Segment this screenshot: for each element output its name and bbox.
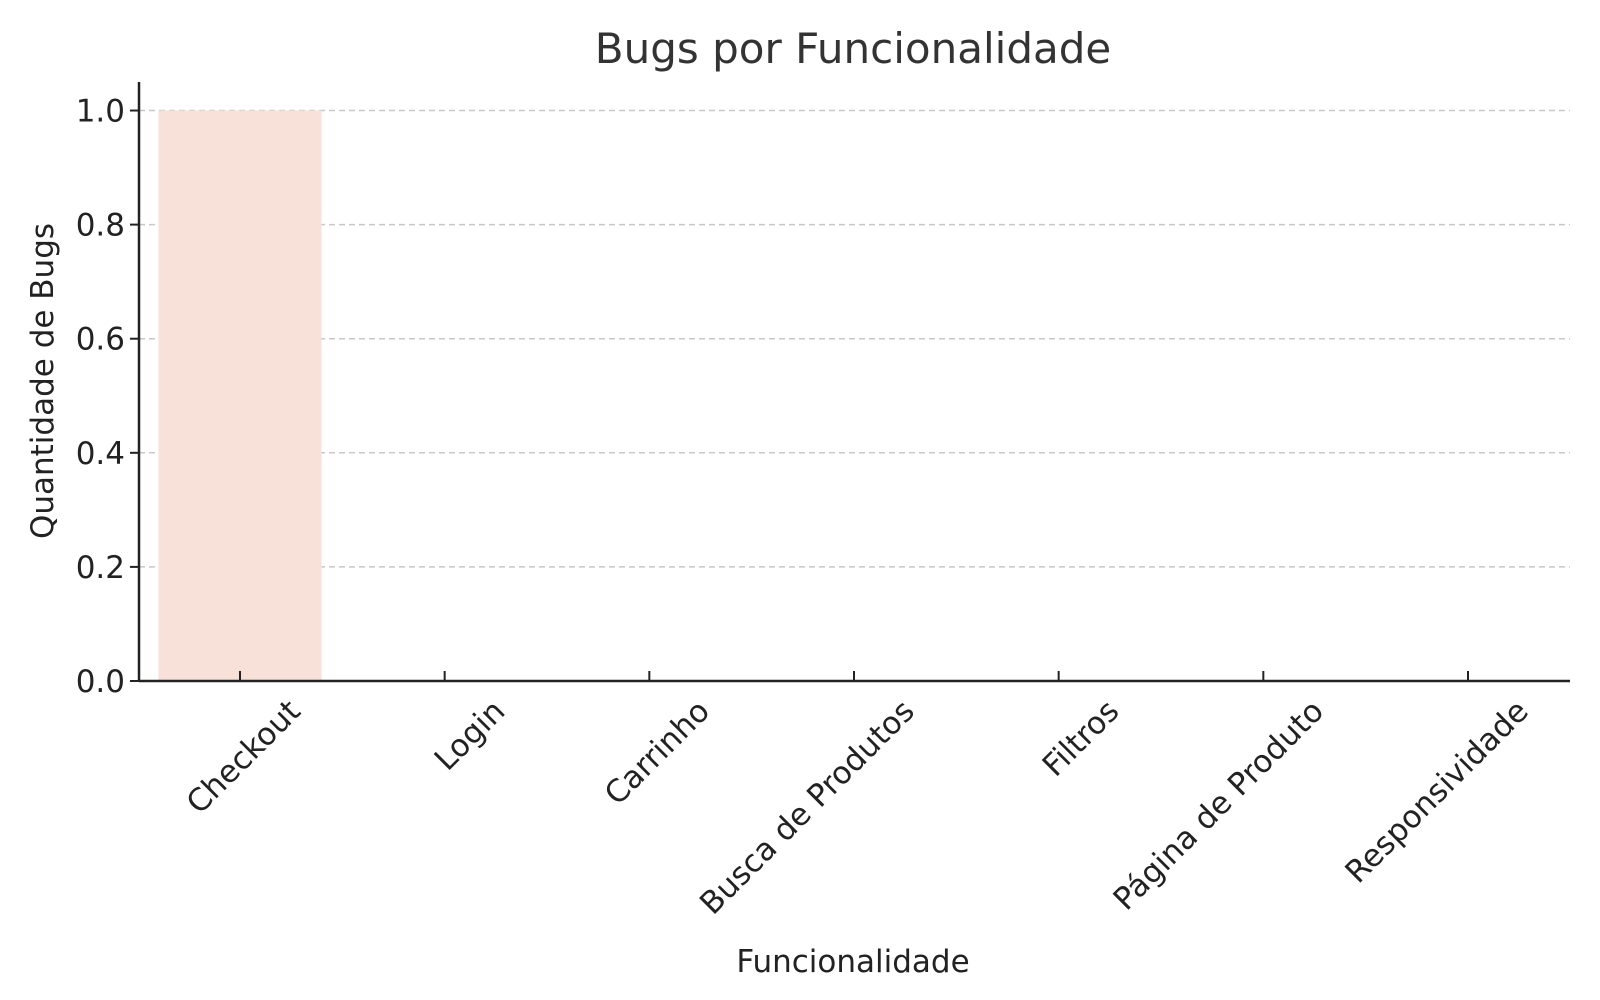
x-tick-label: Checkout <box>180 693 308 821</box>
chart-title: Bugs por Funcionalidade <box>595 24 1111 73</box>
y-tick-label: 1.0 <box>76 94 125 130</box>
x-tick-label: Carrinho <box>598 693 717 812</box>
y-tick-label: 0.6 <box>76 322 125 358</box>
bars <box>158 110 322 682</box>
bar-checkout <box>158 110 322 682</box>
x-tick-label: Busca de Produtos <box>693 693 922 922</box>
y-ticks: 0.0 0.2 0.4 0.6 0.8 1.0 <box>76 94 139 700</box>
grid-lines <box>139 109 1570 568</box>
y-tick-label: 0.4 <box>76 436 125 472</box>
y-axis-label: Quantidade de Bugs <box>25 223 61 539</box>
x-tick-label: Login <box>428 693 513 778</box>
y-tick-label: 0.0 <box>76 664 125 700</box>
x-tick-label: Responsividade <box>1339 693 1536 890</box>
x-tick-label: Página de Produto <box>1107 693 1331 917</box>
x-axis-label: Funcionalidade <box>736 944 969 980</box>
y-tick-label: 0.2 <box>76 550 125 586</box>
x-tick-label: Filtros <box>1036 693 1127 784</box>
y-tick-label: 0.8 <box>76 208 125 244</box>
